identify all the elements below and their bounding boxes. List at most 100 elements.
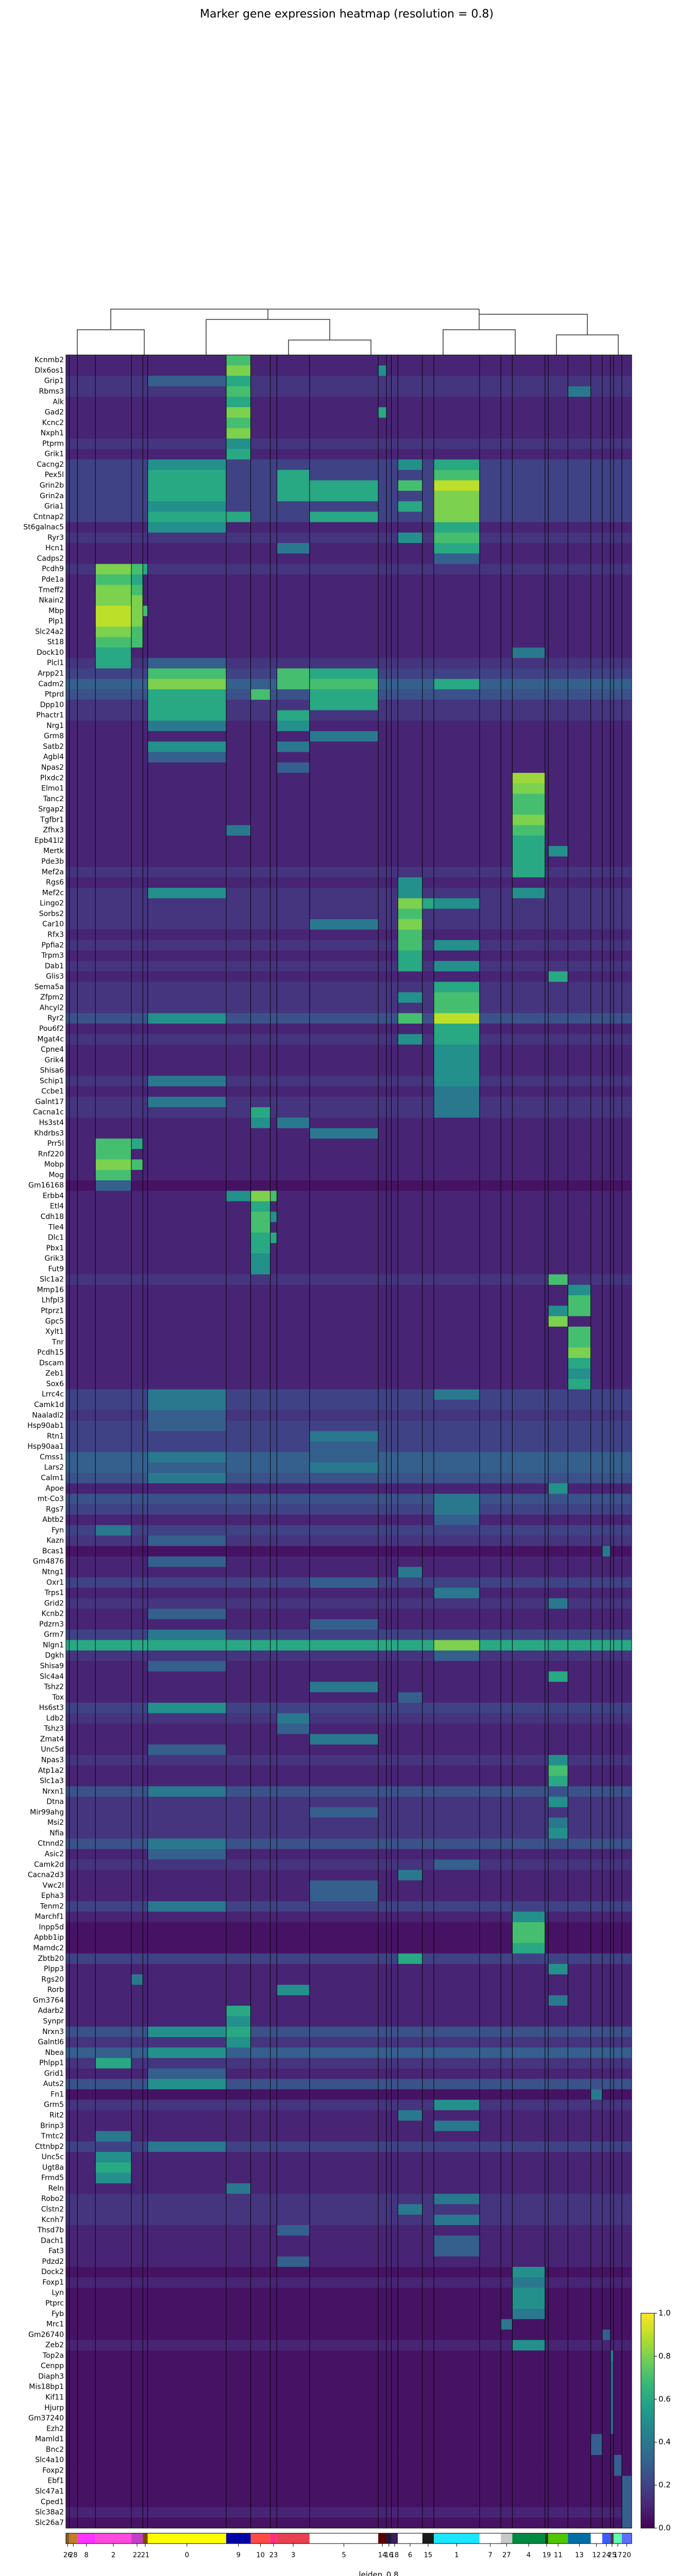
heatmap-cell	[270, 1222, 277, 1233]
heatmap-cell	[95, 1389, 132, 1400]
heatmap-cell	[621, 1284, 632, 1296]
heatmap-cell	[548, 417, 568, 429]
heatmap-cell	[568, 1859, 591, 1870]
heatmap-cell	[590, 1138, 603, 1149]
heatmap-cell	[602, 1818, 611, 1828]
heatmap-cell	[277, 1608, 310, 1620]
heatmap-cell	[391, 1755, 398, 1766]
heatmap-cell	[501, 1514, 513, 1526]
heatmap-cell	[614, 689, 622, 700]
heatmap-cell	[398, 752, 423, 763]
heatmap-cell	[95, 512, 132, 522]
heatmap-cell	[250, 950, 271, 961]
heatmap-cell	[250, 1170, 271, 1181]
heatmap-cell	[434, 908, 480, 920]
heatmap-cell	[398, 720, 423, 732]
heatmap-cell	[226, 1608, 251, 1620]
heatmap-cell	[602, 1901, 611, 1912]
heatmap-cell	[378, 961, 387, 972]
heatmap-cell	[501, 1138, 513, 1149]
heatmap-cell	[545, 2099, 549, 2111]
heatmap-cell	[602, 2026, 611, 2038]
heatmap-cell	[422, 1546, 434, 1557]
heatmap-cell	[391, 480, 398, 492]
heatmap-cell	[69, 1849, 78, 1860]
heatmap-cell	[147, 1723, 227, 1735]
heatmap-cell	[143, 1734, 148, 1745]
heatmap-cell	[512, 1786, 546, 1797]
heatmap-cell	[602, 1692, 611, 1703]
heatmap-cell	[391, 700, 398, 710]
heatmap-cell	[512, 1734, 546, 1745]
heatmap-cell	[95, 1985, 132, 1996]
heatmap-cell	[602, 365, 611, 376]
heatmap-cell	[309, 1379, 379, 1390]
heatmap-cell	[602, 1243, 611, 1254]
heatmap-cell	[590, 1389, 603, 1400]
heatmap-cell	[378, 1755, 387, 1766]
heatmap-cell	[590, 1379, 603, 1390]
heatmap-cell	[434, 888, 480, 899]
heatmap-cell	[309, 1943, 379, 1954]
heatmap-cell	[548, 1640, 568, 1651]
heatmap-cell	[512, 2089, 546, 2100]
heatmap-cell	[602, 856, 611, 868]
heatmap-cell	[270, 1410, 277, 1421]
heatmap-cell	[568, 1880, 591, 1891]
heatmap-cell	[548, 1013, 568, 1024]
heatmap-cell	[610, 1838, 614, 1850]
heatmap-cell	[602, 1211, 611, 1223]
heatmap-cell	[479, 1494, 501, 1505]
heatmap-cell	[147, 1525, 227, 1536]
heatmap-cell	[501, 1117, 513, 1129]
heatmap-cell	[69, 741, 78, 752]
heatmap-cell	[143, 1546, 148, 1557]
heatmap-cell	[66, 1337, 70, 1348]
heatmap-cell	[398, 908, 423, 920]
heatmap-cell	[548, 1849, 568, 1860]
heatmap-cell	[131, 1807, 143, 1818]
heatmap-cell	[147, 1170, 227, 1181]
heatmap-cell	[602, 2099, 611, 2111]
heatmap-cell	[422, 1985, 434, 1996]
heatmap-cell	[590, 1284, 603, 1296]
heatmap-cell	[479, 1368, 501, 1379]
heatmap-cell	[398, 1003, 423, 1013]
heatmap-cell	[422, 480, 434, 492]
heatmap-cell	[422, 1107, 434, 1118]
heatmap-cell	[95, 1117, 132, 1129]
heatmap-cell	[398, 1128, 423, 1139]
heatmap-cell	[95, 1107, 132, 1118]
heatmap-cell	[614, 1306, 622, 1317]
heatmap-cell	[386, 741, 392, 752]
heatmap-cell	[501, 1567, 513, 1578]
heatmap-cell	[277, 1096, 310, 1108]
heatmap-cell	[545, 762, 549, 773]
heatmap-cell	[548, 2141, 568, 2153]
heatmap-cell	[378, 1055, 387, 1066]
heatmap-cell	[568, 867, 591, 878]
heatmap-cell	[226, 1232, 251, 1244]
heatmap-cell	[602, 1222, 611, 1233]
heatmap-cell	[548, 1442, 568, 1452]
heatmap-cell	[378, 1608, 387, 1620]
heatmap-cell	[590, 992, 603, 1003]
heatmap-cell	[66, 532, 70, 544]
heatmap-cell	[621, 2089, 632, 2100]
heatmap-cell	[610, 1692, 614, 1703]
heatmap-cell	[568, 825, 591, 836]
heatmap-cell	[69, 1274, 78, 1285]
heatmap-cell	[386, 1535, 392, 1547]
heatmap-cell	[434, 1692, 480, 1703]
heatmap-cell	[614, 1797, 622, 1808]
heatmap-cell	[545, 1462, 549, 1473]
heatmap-cell	[270, 1546, 277, 1557]
heatmap-cell	[277, 1284, 310, 1296]
heatmap-cell	[398, 846, 423, 857]
heatmap-cell	[69, 1358, 78, 1369]
heatmap-cell	[548, 971, 568, 982]
heatmap-cell	[422, 898, 434, 909]
heatmap-cell	[270, 1253, 277, 1264]
heatmap-cell	[147, 762, 227, 773]
heatmap-cell	[545, 2016, 549, 2027]
